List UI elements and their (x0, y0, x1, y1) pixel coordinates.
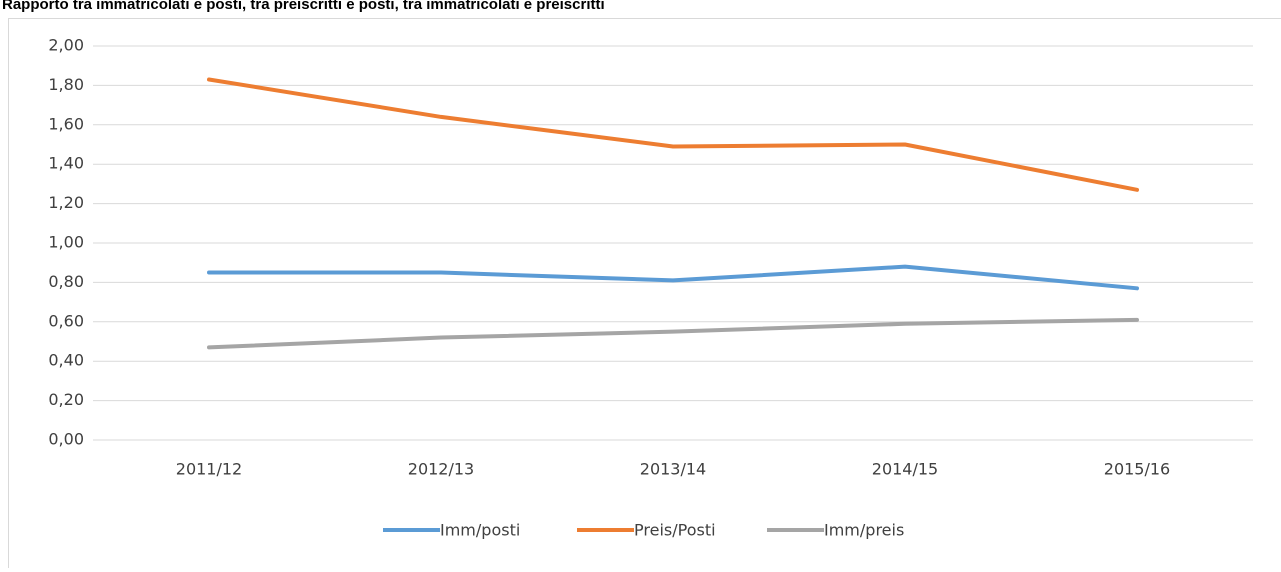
x-tick-label: 2015/16 (1104, 460, 1170, 479)
x-tick-label: 2014/15 (872, 460, 938, 479)
y-tick-label: 0,00 (48, 430, 84, 449)
y-tick-label: 1,00 (48, 233, 84, 252)
legend-label: Imm/preis (824, 521, 904, 540)
legend-label: Imm/posti (440, 521, 520, 540)
chart-title: Rapporto tra immatricolati e posti, tra … (2, 0, 605, 13)
y-tick-label: 1,40 (48, 154, 84, 173)
x-tick-label: 2012/13 (408, 460, 474, 479)
legend-label: Preis/Posti (634, 521, 716, 540)
y-tick-label: 0,20 (48, 390, 84, 409)
y-tick-label: 0,60 (48, 311, 84, 330)
chart-border (9, 19, 1281, 569)
y-tick-label: 1,20 (48, 193, 84, 212)
y-tick-label: 0,40 (48, 351, 84, 370)
y-tick-label: 0,80 (48, 272, 84, 291)
x-tick-label: 2011/12 (176, 460, 242, 479)
y-tick-label: 1,60 (48, 114, 84, 133)
y-tick-label: 2,00 (48, 36, 84, 55)
y-tick-label: 1,80 (48, 75, 84, 94)
x-tick-label: 2013/14 (640, 460, 706, 479)
